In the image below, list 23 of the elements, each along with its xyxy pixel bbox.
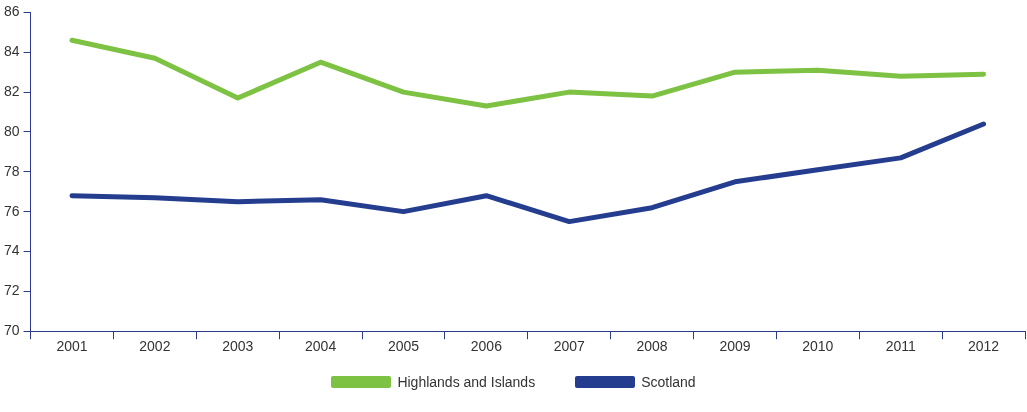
y-tick-label: 86 bbox=[3, 3, 20, 20]
y-tick-label: 78 bbox=[3, 162, 20, 179]
legend-label: Scotland bbox=[641, 374, 696, 390]
y-tick-label: 70 bbox=[3, 322, 20, 339]
x-tick-label: 2012 bbox=[967, 338, 1000, 355]
x-tick-label: 2006 bbox=[470, 338, 503, 355]
x-tick-label: 2002 bbox=[139, 338, 171, 355]
y-tick-label: 84 bbox=[3, 43, 20, 60]
x-tick-label: 2009 bbox=[719, 338, 751, 355]
x-tick-label: 2008 bbox=[636, 338, 668, 355]
x-tick-label: 2005 bbox=[387, 338, 420, 355]
y-tick-label: 80 bbox=[3, 122, 20, 139]
x-tick-label: 2007 bbox=[553, 338, 585, 355]
x-tick-label: 2001 bbox=[56, 338, 88, 355]
legend-label: Highlands and Islands bbox=[397, 374, 536, 390]
x-tick-label: 2011 bbox=[885, 338, 916, 355]
y-tick-label: 82 bbox=[3, 82, 20, 99]
y-tick-label: 76 bbox=[3, 202, 20, 219]
x-tick-label: 2010 bbox=[802, 338, 834, 355]
x-tick-label: 2003 bbox=[222, 338, 254, 355]
x-tick-label: 2004 bbox=[305, 338, 337, 355]
y-tick-label: 72 bbox=[3, 282, 20, 299]
y-tick-label: 74 bbox=[3, 242, 20, 259]
